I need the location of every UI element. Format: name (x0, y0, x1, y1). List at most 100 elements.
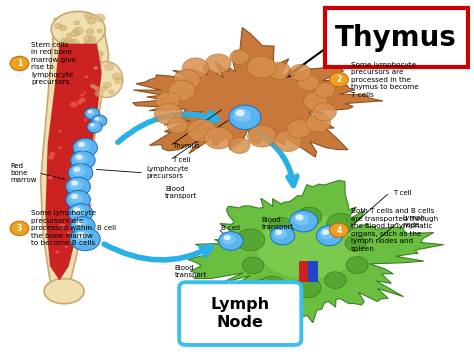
Circle shape (155, 92, 180, 110)
Polygon shape (133, 27, 383, 157)
Polygon shape (188, 180, 444, 329)
Circle shape (69, 193, 83, 203)
Circle shape (167, 117, 188, 133)
Circle shape (229, 138, 250, 153)
Circle shape (316, 226, 343, 246)
Polygon shape (41, 19, 109, 295)
Circle shape (293, 213, 309, 225)
Circle shape (91, 84, 96, 88)
Circle shape (70, 228, 100, 251)
Circle shape (61, 38, 68, 43)
Circle shape (229, 105, 261, 130)
Circle shape (71, 217, 95, 235)
Circle shape (95, 14, 105, 22)
Circle shape (270, 226, 295, 245)
Text: 2: 2 (336, 75, 341, 84)
Circle shape (258, 276, 287, 298)
Circle shape (95, 90, 103, 97)
Circle shape (77, 100, 82, 104)
Circle shape (83, 92, 86, 94)
Circle shape (275, 230, 283, 235)
Circle shape (93, 51, 101, 58)
Circle shape (72, 63, 77, 67)
Circle shape (71, 151, 95, 170)
Circle shape (83, 40, 94, 49)
Text: Thymus: Thymus (172, 143, 200, 149)
Circle shape (329, 72, 348, 87)
Text: 4: 4 (336, 226, 341, 235)
Circle shape (315, 82, 335, 98)
Circle shape (10, 221, 29, 235)
Circle shape (82, 44, 90, 50)
FancyBboxPatch shape (325, 8, 468, 67)
Text: Red
bone
marrow: Red bone marrow (10, 163, 36, 183)
Circle shape (87, 109, 95, 116)
Circle shape (88, 110, 92, 113)
Circle shape (205, 127, 233, 149)
Circle shape (182, 58, 209, 78)
Circle shape (87, 121, 102, 133)
Circle shape (67, 48, 73, 52)
Ellipse shape (51, 12, 105, 47)
Circle shape (109, 90, 114, 94)
Polygon shape (309, 261, 318, 282)
Circle shape (72, 166, 85, 176)
Circle shape (94, 117, 102, 123)
Circle shape (303, 92, 328, 111)
Circle shape (48, 176, 53, 179)
Circle shape (87, 46, 95, 53)
Circle shape (69, 180, 83, 190)
Circle shape (94, 61, 103, 67)
Circle shape (64, 39, 74, 46)
Circle shape (346, 257, 368, 274)
Text: Both T cells and B cells
are transported through
the blood to lymphatic
organs, : Both T cells and B cells are transported… (351, 208, 438, 252)
Circle shape (236, 109, 245, 116)
Circle shape (74, 21, 80, 25)
Circle shape (68, 204, 93, 222)
Circle shape (247, 125, 276, 147)
Circle shape (66, 177, 91, 196)
Circle shape (64, 40, 71, 45)
Circle shape (76, 220, 82, 225)
Circle shape (58, 146, 62, 149)
Circle shape (295, 215, 303, 220)
Circle shape (95, 117, 99, 121)
Circle shape (345, 235, 366, 251)
Polygon shape (299, 261, 309, 282)
Text: B cell: B cell (97, 225, 116, 231)
Circle shape (74, 153, 87, 164)
Circle shape (69, 39, 79, 46)
Circle shape (298, 75, 319, 91)
Circle shape (168, 80, 195, 101)
Circle shape (236, 229, 265, 251)
Circle shape (247, 56, 276, 78)
Circle shape (320, 228, 334, 239)
Circle shape (294, 278, 321, 298)
Circle shape (187, 120, 217, 142)
Circle shape (85, 75, 89, 78)
Circle shape (69, 59, 76, 64)
Text: Some lymphocyte
precursors are
processed in the
thymus to become
T cells: Some lymphocyte precursors are processed… (351, 62, 419, 98)
Circle shape (83, 174, 89, 178)
Circle shape (85, 249, 88, 251)
Circle shape (112, 73, 121, 80)
Circle shape (94, 66, 98, 69)
Circle shape (173, 69, 201, 90)
Circle shape (92, 115, 107, 127)
Circle shape (79, 98, 86, 102)
Circle shape (77, 244, 82, 247)
Circle shape (73, 207, 80, 212)
Circle shape (50, 152, 55, 156)
Circle shape (84, 119, 87, 121)
Circle shape (329, 223, 348, 237)
Circle shape (84, 13, 93, 19)
Circle shape (87, 203, 91, 207)
Circle shape (74, 231, 91, 243)
Circle shape (290, 211, 318, 232)
Circle shape (83, 35, 93, 42)
Circle shape (88, 219, 93, 222)
Circle shape (313, 103, 337, 121)
Circle shape (287, 120, 311, 138)
Ellipse shape (257, 214, 360, 279)
Text: Lymph
node: Lymph node (402, 215, 425, 228)
